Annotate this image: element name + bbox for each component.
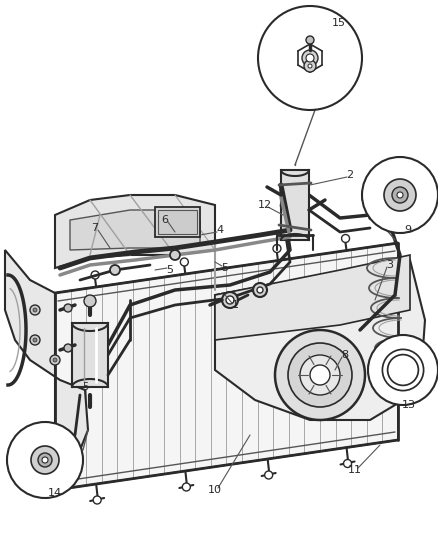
Circle shape	[396, 192, 402, 198]
Circle shape	[91, 271, 99, 279]
Polygon shape	[55, 243, 397, 490]
Circle shape	[272, 245, 280, 253]
Text: 3: 3	[385, 260, 392, 270]
Text: 9: 9	[403, 225, 410, 235]
Circle shape	[264, 471, 272, 479]
Polygon shape	[215, 255, 409, 340]
Text: 11: 11	[347, 465, 361, 475]
Circle shape	[301, 50, 317, 66]
Circle shape	[299, 355, 339, 395]
Circle shape	[383, 179, 415, 211]
Circle shape	[33, 338, 37, 342]
Circle shape	[110, 265, 120, 275]
Circle shape	[64, 304, 72, 312]
Circle shape	[182, 483, 190, 491]
Circle shape	[226, 296, 233, 304]
Circle shape	[7, 422, 83, 498]
Circle shape	[391, 187, 407, 203]
Text: 8: 8	[341, 350, 348, 360]
Circle shape	[258, 6, 361, 110]
Circle shape	[180, 258, 188, 266]
Text: 15: 15	[331, 18, 345, 28]
Polygon shape	[72, 323, 108, 387]
Text: 1: 1	[231, 300, 238, 310]
Circle shape	[53, 358, 57, 362]
Circle shape	[343, 459, 351, 467]
Circle shape	[252, 283, 266, 297]
Circle shape	[367, 335, 437, 405]
Text: 5: 5	[166, 265, 173, 275]
Bar	[155, 207, 200, 237]
Text: 13: 13	[401, 400, 415, 410]
Circle shape	[38, 453, 52, 467]
Polygon shape	[70, 210, 200, 250]
Circle shape	[64, 344, 72, 352]
Circle shape	[305, 54, 313, 62]
Polygon shape	[280, 170, 308, 240]
Circle shape	[84, 295, 96, 307]
Text: 10: 10	[208, 485, 222, 495]
Circle shape	[222, 292, 237, 308]
Circle shape	[170, 250, 180, 260]
Circle shape	[42, 457, 48, 463]
Circle shape	[309, 365, 329, 385]
Circle shape	[93, 496, 101, 504]
Circle shape	[361, 157, 437, 233]
Circle shape	[256, 287, 262, 293]
Circle shape	[274, 330, 364, 420]
Circle shape	[31, 446, 59, 474]
Circle shape	[341, 235, 349, 243]
Circle shape	[33, 308, 37, 312]
Text: 5: 5	[82, 382, 88, 392]
Text: 14: 14	[48, 488, 62, 498]
Circle shape	[303, 60, 315, 72]
Text: 6: 6	[161, 215, 168, 225]
Circle shape	[287, 343, 351, 407]
Text: 5: 5	[221, 263, 228, 273]
Text: 2: 2	[346, 170, 353, 180]
Polygon shape	[215, 260, 424, 420]
Circle shape	[305, 36, 313, 44]
Text: 7: 7	[91, 223, 99, 233]
Circle shape	[30, 335, 40, 345]
Circle shape	[50, 355, 60, 365]
Polygon shape	[55, 195, 215, 268]
Polygon shape	[5, 250, 88, 450]
Circle shape	[307, 64, 311, 68]
Bar	[158, 210, 197, 234]
Circle shape	[30, 305, 40, 315]
Text: 4: 4	[216, 225, 223, 235]
Text: 12: 12	[258, 200, 272, 210]
